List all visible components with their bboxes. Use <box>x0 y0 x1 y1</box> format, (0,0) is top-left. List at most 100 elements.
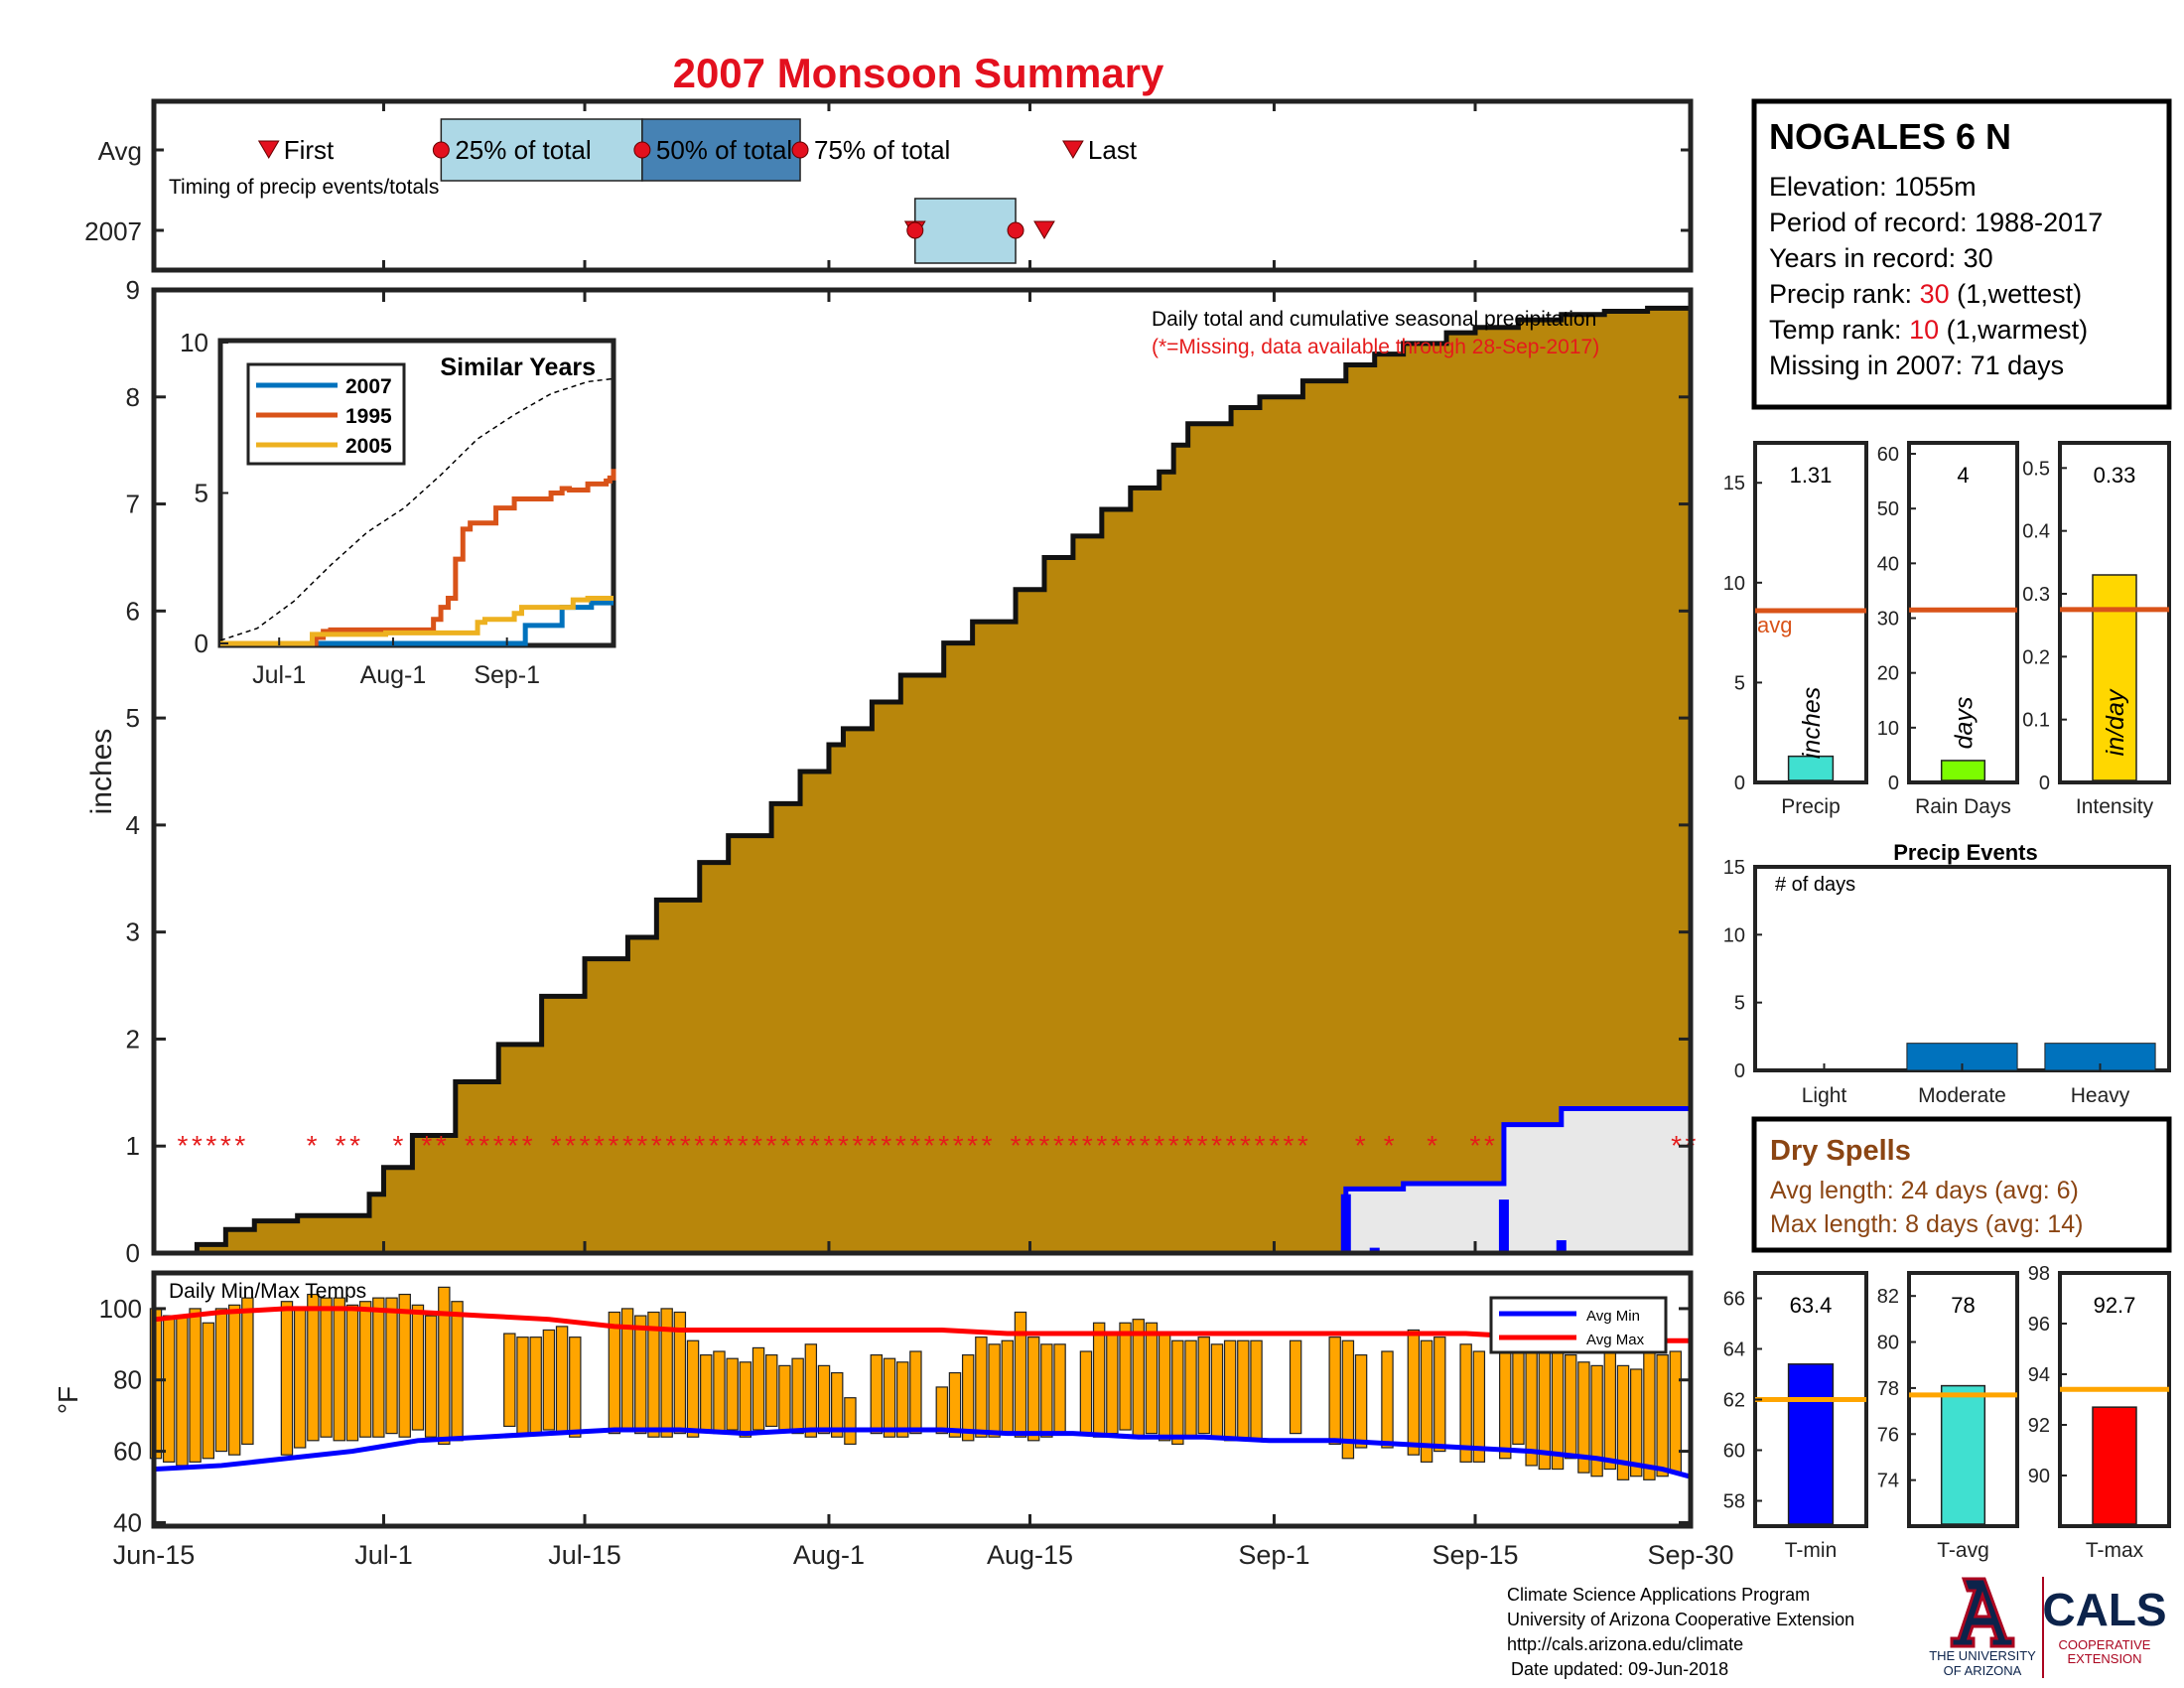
missing-marker: * <box>723 1130 734 1161</box>
tmin-ytick-label: 60 <box>1723 1441 1745 1463</box>
daily-temp-bar <box>1433 1336 1446 1453</box>
precip-events-category-label: Light <box>1802 1084 1847 1107</box>
precip-ytick-label: 8 <box>126 382 140 412</box>
daily-temp-bar <box>1590 1364 1603 1477</box>
block-a-logo-icon <box>1950 1577 2015 1648</box>
missing-marker: * <box>622 1130 633 1161</box>
precip-ytick-label: 5 <box>126 703 140 733</box>
missing-marker: * <box>522 1130 533 1161</box>
temp-plot: 40 60 80 100 <box>99 1286 1693 1537</box>
avg-box-50-75 <box>641 118 801 182</box>
temp-legend: Avg Min Avg Max <box>1489 1296 1668 1354</box>
cals-logo: CALS <box>2042 1584 2166 1635</box>
tmin-ytick-label: 64 <box>1723 1339 1745 1361</box>
missing-marker: * <box>938 1130 949 1161</box>
missing-marker: * <box>1255 1130 1266 1161</box>
missing-marker: * <box>867 1130 878 1161</box>
daily-temp-bar <box>398 1293 411 1438</box>
rain_days-value-label: 4 <box>1957 463 1969 488</box>
tavg-bar <box>1940 1384 1986 1525</box>
daily-temp-bar <box>1092 1322 1106 1438</box>
missing-marker: * <box>1168 1130 1179 1161</box>
avg-last-label: Last <box>1088 135 1138 165</box>
date-tick-label: Sep-1 <box>1238 1540 1309 1570</box>
missing-marker: * <box>551 1130 562 1161</box>
rain_days-ytick-label: 10 <box>1877 718 1899 740</box>
missing-marker: * <box>594 1130 605 1161</box>
tmin-value-label: 63.4 <box>1790 1293 1833 1318</box>
legend-avg-min-label: Avg Min <box>1586 1308 1640 1325</box>
daily-temp-bar <box>345 1304 359 1442</box>
precip-ytick-label: 2 <box>126 1024 140 1054</box>
missing-marker: * <box>220 1130 231 1161</box>
precip-ytick-label: 0 <box>126 1238 140 1268</box>
daily-temp-bar <box>1565 1354 1577 1460</box>
station-elevation: Elevation: 1055m <box>1769 172 1977 202</box>
y2007-q25-marker <box>906 221 924 239</box>
missing-marker: * <box>1384 1130 1395 1161</box>
daily-temp-bar <box>1053 1343 1066 1435</box>
tmin-ytick-label: 58 <box>1723 1491 1745 1513</box>
missing-marker: * <box>421 1130 432 1161</box>
missing-marker: * <box>665 1130 676 1161</box>
precip-events-panel: Precip Events Light Moderate Heavy 0 5 10 15 #… <box>1723 840 2171 1107</box>
daily-temp-bar <box>1328 1336 1341 1445</box>
temp-chart-title: Daily Min/Max Temps <box>169 1280 366 1303</box>
station-name: NOGALES 6 N <box>1769 116 2011 157</box>
daily-temp-bar <box>451 1301 464 1442</box>
precip-ytick-label: 9 <box>126 275 140 305</box>
timing-markers: First 25% of total 50% of total 75% of tota… <box>152 101 1693 270</box>
daily-temp-bar <box>1354 1354 1368 1449</box>
daily-temp-bar <box>358 1301 372 1438</box>
daily-precip-bar <box>1340 1194 1351 1253</box>
date-tick-label: Jul-15 <box>548 1540 621 1570</box>
daily-temp-bar <box>1525 1350 1538 1467</box>
temp-ylabel: °F <box>53 1386 83 1414</box>
daily-temp-bar <box>988 1343 1001 1438</box>
station-info-box: NOGALES 6 N Elevation: 1055m Period of r… <box>1751 98 2172 410</box>
daily-temp-bar <box>307 1293 320 1442</box>
missing-marker: * <box>1283 1130 1294 1161</box>
missing-marker: * <box>838 1130 849 1161</box>
timing-caption: Timing of precip events/totals <box>169 176 439 199</box>
precip-ytick-label: 4 <box>126 810 140 840</box>
rain_days-ytick-label: 40 <box>1877 553 1899 575</box>
avg-q50-marker <box>633 141 651 159</box>
daily-precip-bar <box>1556 1240 1567 1253</box>
inset-series-2005 <box>220 596 614 646</box>
missing-marker: * <box>738 1130 749 1161</box>
legend-avg-max-label: Avg Max <box>1586 1332 1645 1348</box>
rain_days-axes <box>1907 441 2019 784</box>
inset-series-avg <box>219 377 614 641</box>
dry-spells-title: Dry Spells <box>1770 1135 1911 1167</box>
rain_days-ytick-label: 30 <box>1877 609 1899 631</box>
precip-events-ytick-label: 10 <box>1723 924 1745 946</box>
precip-events-ytick-label: 5 <box>1734 993 1745 1015</box>
missing-marker: * <box>881 1130 891 1161</box>
daily-temp-bar <box>516 1336 529 1435</box>
tavg-value-label: 78 <box>1951 1293 1975 1318</box>
tmin-bar <box>1787 1363 1835 1525</box>
figure-title: 2007 Monsoon Summary <box>673 50 1164 96</box>
precip-rank-value: 30 <box>1920 279 1950 309</box>
timing-row-2007: 2007 <box>84 216 142 246</box>
daily-temp-bar <box>673 1311 687 1435</box>
missing-marker: * <box>1484 1130 1495 1161</box>
missing-marker: * <box>1297 1130 1308 1161</box>
missing-marker: * <box>336 1130 346 1161</box>
missing-marker: * <box>192 1130 203 1161</box>
temp-ytick-label: 80 <box>113 1365 142 1395</box>
station-temp-rank: Temp rank: 10 (1,warmest) <box>1769 315 2088 345</box>
daily-temp-bar <box>1040 1343 1053 1438</box>
missing-marker: * <box>493 1130 504 1161</box>
precip_total-unit-label: inches <box>1798 687 1826 759</box>
tavg-ytick-label: 78 <box>1877 1378 1899 1400</box>
missing-marker: * <box>1269 1130 1280 1161</box>
timing-row-avg: Avg <box>98 136 142 166</box>
missing-marker: * <box>507 1130 518 1161</box>
avg-first-marker <box>257 140 280 159</box>
inset-series-1995 <box>220 469 616 646</box>
daily-temp-bar <box>438 1286 451 1445</box>
dry-spells-frame <box>1751 1116 2172 1253</box>
intensity-ytick-label: 0.1 <box>2022 710 2050 732</box>
